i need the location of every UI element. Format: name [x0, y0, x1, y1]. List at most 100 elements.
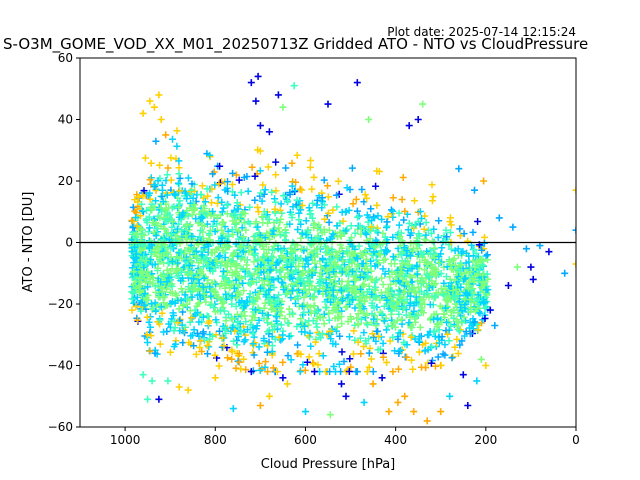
data-point — [161, 207, 169, 215]
data-point — [140, 187, 148, 195]
data-point — [152, 197, 160, 205]
data-point — [383, 247, 391, 255]
data-point — [434, 234, 442, 241]
data-point — [474, 270, 482, 278]
data-point — [422, 219, 430, 226]
data-point — [234, 357, 242, 365]
data-point — [255, 343, 263, 351]
data-point — [387, 206, 395, 214]
data-point — [453, 322, 461, 330]
data-point — [360, 398, 368, 406]
data-point — [356, 334, 364, 342]
data-point — [345, 368, 353, 375]
data-point — [311, 259, 319, 267]
x-tick-label: 1000 — [110, 433, 141, 447]
data-point — [273, 217, 281, 224]
data-point — [232, 302, 240, 310]
data-point — [164, 164, 172, 172]
data-point — [183, 195, 191, 203]
data-point — [221, 254, 229, 261]
data-point — [475, 266, 483, 274]
data-point — [368, 310, 376, 318]
data-point — [293, 196, 301, 204]
data-point — [194, 219, 202, 227]
data-point — [155, 395, 163, 403]
x-axis-label: Cloud Pressure [hPa] — [261, 457, 396, 472]
data-point — [354, 261, 361, 268]
data-point — [467, 296, 474, 304]
data-point — [356, 273, 364, 281]
data-point — [306, 329, 314, 337]
data-point — [336, 228, 344, 236]
data-point — [393, 317, 401, 324]
data-point — [474, 291, 482, 299]
data-point — [465, 258, 473, 266]
data-point — [273, 368, 281, 376]
data-point — [451, 292, 459, 300]
data-point — [170, 203, 178, 211]
data-point — [203, 342, 211, 349]
data-point — [234, 318, 242, 326]
data-point — [236, 291, 244, 299]
data-point — [269, 260, 277, 268]
data-point — [179, 339, 187, 347]
data-point — [222, 243, 230, 251]
data-point — [142, 294, 150, 302]
data-point — [129, 224, 137, 232]
data-point — [138, 269, 146, 277]
data-point — [298, 186, 306, 194]
data-point — [299, 277, 307, 285]
data-point — [276, 311, 284, 319]
data-point — [462, 317, 470, 325]
data-point — [192, 350, 200, 358]
data-point — [184, 174, 192, 182]
data-point — [274, 275, 282, 283]
data-point — [364, 321, 371, 329]
data-point — [314, 234, 322, 242]
data-point — [175, 179, 182, 187]
data-point — [313, 196, 321, 204]
data-point — [384, 213, 392, 221]
data-point — [220, 342, 228, 350]
data-point — [375, 259, 383, 267]
data-point — [441, 351, 449, 359]
data-point — [175, 164, 183, 172]
data-point — [164, 259, 172, 267]
data-point — [264, 257, 272, 264]
data-point — [188, 293, 196, 301]
data-point — [146, 275, 154, 283]
data-point — [368, 240, 376, 248]
data-point — [222, 261, 230, 269]
data-point — [190, 275, 198, 283]
data-point — [417, 280, 425, 287]
data-point — [414, 277, 422, 285]
data-point — [207, 292, 215, 300]
data-point — [201, 273, 209, 281]
data-point — [256, 231, 264, 239]
data-point — [481, 304, 489, 312]
data-point — [395, 221, 403, 229]
data-point — [461, 274, 469, 282]
data-point — [250, 258, 258, 266]
data-point — [198, 214, 206, 222]
data-point — [326, 327, 334, 335]
data-point — [177, 248, 185, 256]
data-point — [267, 301, 275, 309]
data-point — [190, 281, 198, 289]
data-point — [254, 295, 261, 303]
data-point — [326, 368, 334, 376]
data-point — [396, 329, 404, 337]
data-point — [379, 281, 387, 288]
data-point — [226, 284, 234, 292]
data-point — [404, 261, 412, 268]
data-point — [269, 364, 277, 372]
data-point — [308, 249, 316, 257]
data-point — [396, 287, 404, 295]
data-point — [410, 284, 418, 292]
data-point — [317, 334, 325, 342]
data-point — [260, 245, 268, 253]
data-point — [220, 267, 227, 275]
data-point — [235, 235, 243, 243]
data-point — [156, 214, 164, 222]
data-point — [401, 288, 409, 296]
